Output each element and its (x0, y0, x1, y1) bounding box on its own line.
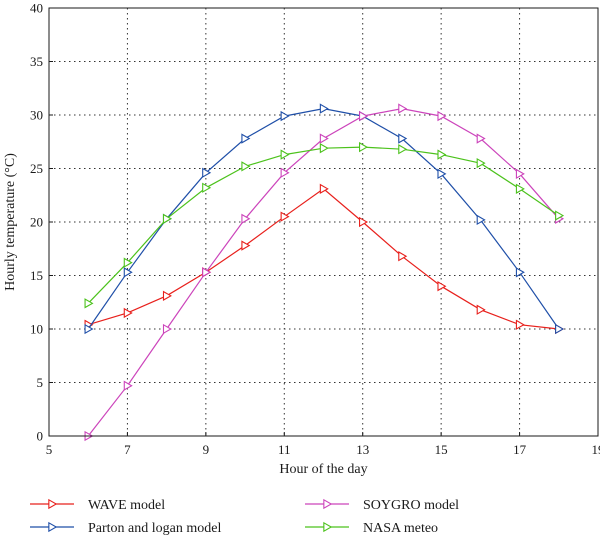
data-point (280, 149, 290, 160)
data-point (241, 213, 251, 224)
data-point (280, 167, 290, 178)
grid-lines (49, 8, 598, 436)
data-point (241, 240, 251, 251)
legend-label: NASA meteo (363, 521, 438, 536)
data-point (123, 267, 133, 278)
x-tick-label: 13 (356, 442, 369, 457)
data-point (123, 307, 133, 319)
data-point (241, 161, 251, 172)
legend-marker (48, 498, 58, 510)
series-nasa-meteo (84, 141, 565, 309)
data-point (162, 213, 172, 224)
x-tick-label: 15 (435, 442, 448, 457)
legend-label: SOYGRO model (363, 498, 459, 513)
y-tick-label: 30 (30, 108, 43, 123)
series-line (87, 146, 560, 304)
y-tick-label: 5 (37, 375, 44, 390)
legend-label: Parton and logan model (88, 521, 221, 536)
data-point (476, 214, 486, 226)
plot-area-frame (48, 7, 599, 437)
axis-ticks: 57911131517190510152025303540 (30, 1, 600, 458)
y-tick-label: 0 (37, 429, 44, 444)
data-point (437, 149, 447, 160)
data-point (84, 298, 94, 309)
data-point (555, 210, 565, 221)
y-tick-label: 25 (30, 161, 43, 176)
data-point (241, 133, 251, 144)
data-point (280, 110, 290, 122)
data-point (437, 168, 447, 179)
data-point (398, 251, 408, 262)
data-point (123, 380, 133, 391)
data-point (280, 211, 290, 222)
x-tick-label: 7 (124, 442, 131, 457)
x-tick-label: 5 (46, 442, 53, 457)
data-point (319, 183, 329, 194)
data-point (515, 267, 525, 278)
legend-marker (323, 521, 333, 533)
data-point (359, 110, 369, 122)
data-point (555, 323, 565, 335)
legend-marker (323, 498, 333, 510)
data-point (437, 281, 447, 292)
data-point (359, 216, 369, 228)
y-tick-label: 15 (30, 268, 43, 283)
x-axis-label: Hour of the day (279, 462, 367, 477)
legend-item: Parton and logan model (30, 521, 221, 536)
legend-item: SOYGRO model (305, 498, 459, 513)
data-point (162, 323, 172, 335)
data-point (359, 141, 369, 153)
data-point (398, 133, 408, 144)
data-point (319, 143, 329, 154)
legend-item: WAVE model (30, 498, 165, 513)
data-point (398, 144, 408, 155)
x-tick-label: 11 (278, 442, 291, 457)
data-point (202, 167, 212, 178)
data-point (515, 183, 525, 194)
data-point (202, 267, 212, 278)
legend-item: NASA meteo (305, 521, 438, 536)
data-point (123, 257, 133, 268)
data-point (162, 290, 172, 301)
y-axis-label: Hourly temperature (°C) (3, 153, 18, 291)
data-point (476, 158, 486, 169)
series-line (88, 188, 559, 330)
data-point (398, 103, 408, 114)
y-tick-label: 40 (30, 1, 43, 16)
y-tick-label: 20 (30, 215, 43, 230)
data-point (84, 323, 94, 335)
series-wave-model (84, 183, 565, 335)
y-tick-label: 35 (30, 54, 43, 69)
series-line (87, 107, 560, 437)
x-tick-label: 17 (513, 442, 527, 457)
y-tick-label: 10 (30, 322, 43, 337)
data-point (437, 110, 447, 122)
legend: WAVE model Parton and logan model SOYGRO m… (30, 498, 459, 536)
data-point (476, 133, 486, 144)
x-tick-label: 9 (203, 442, 210, 457)
x-tick-label: 19 (592, 442, 600, 457)
data-point (515, 168, 525, 179)
data-point (319, 133, 329, 144)
legend-marker (48, 521, 58, 533)
series-lines (84, 103, 565, 442)
data-point (202, 182, 212, 193)
series-line (87, 107, 560, 330)
data-point (476, 304, 486, 315)
legend-label: WAVE model (88, 498, 165, 513)
data-point (515, 319, 525, 330)
data-point (319, 103, 329, 114)
series-soygro-model (84, 103, 565, 442)
